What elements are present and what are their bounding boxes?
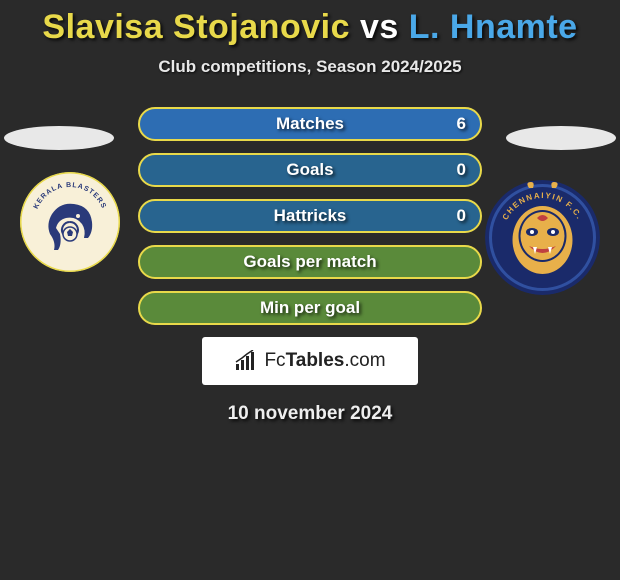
stat-value-right: 0	[457, 160, 466, 180]
team1-logo: KERALA BLASTERS	[20, 172, 120, 272]
brand-bold: Tables	[286, 350, 345, 371]
stat-row: Goals 0	[138, 153, 482, 187]
stat-row: Goals per match	[138, 245, 482, 279]
team2-logo: CHENNAIYIN F.C.	[485, 180, 600, 295]
stat-label: Matches	[276, 114, 344, 134]
date-text: 10 november 2024	[0, 403, 620, 425]
player1-name: Slavisa Stojanovic	[42, 8, 350, 46]
comparison-title: Slavisa Stojanovic vs L. Hnamte	[0, 0, 620, 47]
brand-suffix: .com	[344, 350, 385, 371]
stat-row: Matches 6	[138, 107, 482, 141]
player2-name: L. Hnamte	[409, 8, 578, 46]
stat-label: Hattricks	[274, 206, 347, 226]
brand-prefix: Fc	[264, 350, 285, 371]
stat-label: Min per goal	[260, 298, 360, 318]
stat-label: Goals per match	[243, 252, 376, 272]
stats-container: Matches 6 Goals 0 Hattricks 0 Goals per match M…	[138, 107, 482, 325]
stat-value-right: 0	[457, 206, 466, 226]
player1-photo-placeholder	[4, 126, 114, 150]
stat-row: Min per goal	[138, 291, 482, 325]
chart-icon	[234, 350, 260, 372]
player2-photo-placeholder	[506, 126, 616, 150]
stat-row: Hattricks 0	[138, 199, 482, 233]
stat-value-right: 6	[457, 114, 466, 134]
stat-label: Goals	[286, 160, 333, 180]
subtitle: Club competitions, Season 2024/2025	[0, 57, 620, 77]
brand-text: FcTables.com	[264, 350, 385, 372]
brand-box: FcTables.com	[202, 337, 418, 385]
vs-text: vs	[360, 8, 399, 46]
